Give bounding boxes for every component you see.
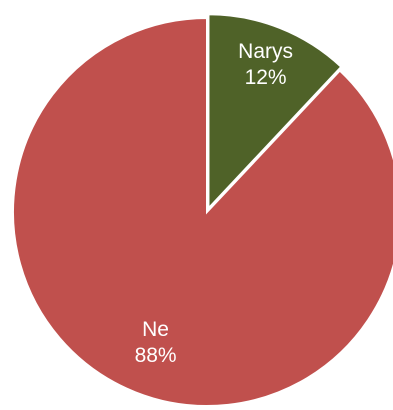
pie-slice-narys	[207, 13, 343, 211]
slice-value-label-ne: 88%	[135, 344, 177, 367]
slices-layer	[12, 13, 393, 407]
labels-layer: Narys 12% Ne 88%	[135, 40, 293, 367]
pie-slice-ne	[12, 16, 393, 407]
slice-value-label-narys: 12%	[245, 66, 287, 89]
slice-label-narys: Narys	[238, 40, 293, 63]
slice-label-ne: Ne	[142, 318, 169, 341]
